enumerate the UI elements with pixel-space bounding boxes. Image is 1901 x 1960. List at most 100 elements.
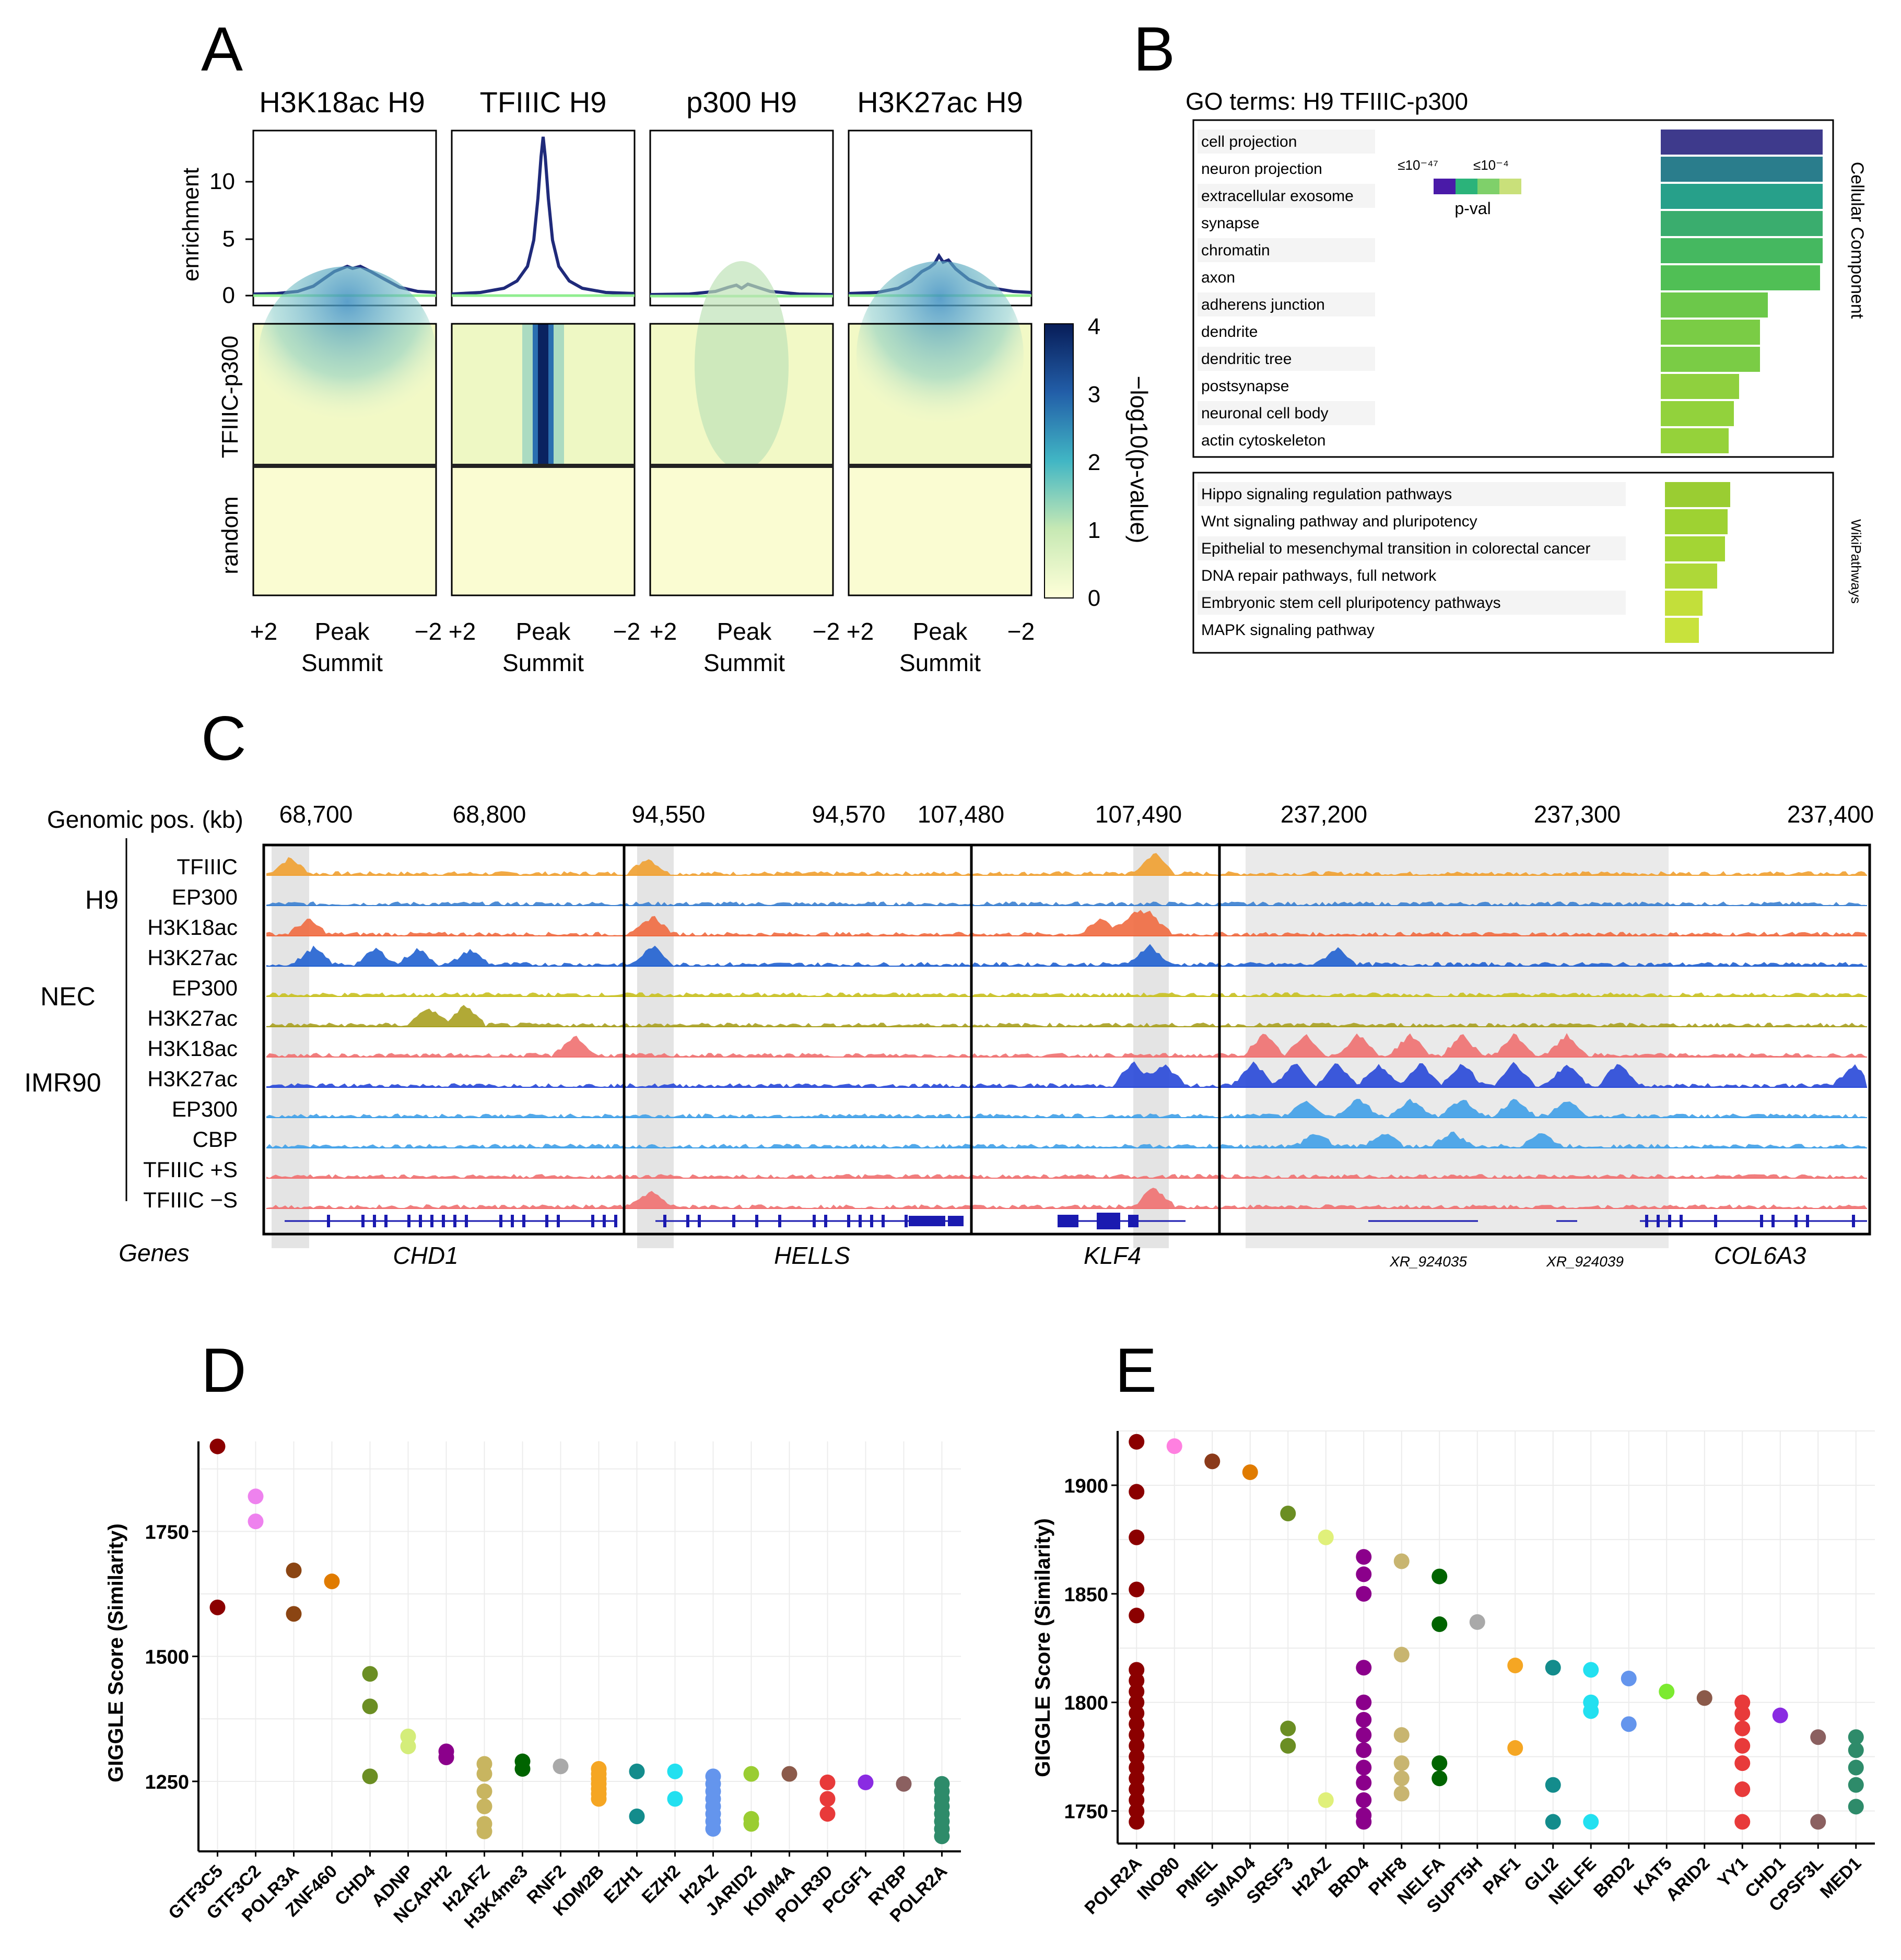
data-point bbox=[1129, 1484, 1145, 1500]
track-labels: TFIIIC EP300 H3K18ac H3K27ac EP300 H3K27ac H3K… bbox=[143, 854, 238, 1212]
exon bbox=[1771, 1215, 1775, 1227]
data-point bbox=[362, 1698, 378, 1715]
gene-models bbox=[285, 1213, 1867, 1229]
xtick-left: +2 bbox=[449, 618, 476, 645]
term-row-bg bbox=[1198, 564, 1626, 588]
data-point bbox=[476, 1798, 492, 1814]
ytick-label: 1850 bbox=[1064, 1584, 1108, 1606]
ytick-label: 1800 bbox=[1064, 1693, 1108, 1715]
data-point bbox=[1431, 1616, 1448, 1633]
data-point bbox=[1545, 1814, 1561, 1830]
data-point bbox=[1696, 1690, 1712, 1706]
exon bbox=[732, 1215, 735, 1227]
data-point bbox=[1393, 1770, 1410, 1787]
data-point bbox=[476, 1783, 492, 1800]
data-point bbox=[1129, 1683, 1145, 1699]
ytick-label: 5 bbox=[222, 226, 235, 252]
track-label: H3K18ac bbox=[147, 915, 238, 940]
data-point bbox=[1583, 1662, 1599, 1678]
go-bar bbox=[1661, 265, 1820, 290]
exon bbox=[361, 1215, 365, 1227]
term-row-bg bbox=[1198, 591, 1626, 615]
data-point bbox=[209, 1438, 226, 1454]
go-bar bbox=[1661, 292, 1768, 318]
go-term: chromatin bbox=[1201, 242, 1270, 259]
track-signal bbox=[266, 910, 1867, 936]
track-signal bbox=[266, 1005, 1867, 1027]
go-term: dendrite bbox=[1201, 323, 1258, 341]
data-point bbox=[1356, 1549, 1372, 1565]
exon bbox=[591, 1215, 594, 1227]
genomic-tick: 237,300 bbox=[1534, 801, 1621, 828]
exon bbox=[1668, 1215, 1671, 1227]
data-point bbox=[629, 1763, 645, 1779]
ytick-label: 10 bbox=[209, 169, 235, 194]
data-point bbox=[362, 1768, 378, 1785]
panel-e: GIGGLE Score (Similarity) 1900 1850 1800 17… bbox=[1031, 1430, 1875, 1918]
ytick-label: 1500 bbox=[145, 1647, 189, 1669]
track-signal bbox=[266, 1174, 1867, 1178]
exon bbox=[870, 1215, 873, 1227]
data-point bbox=[1734, 1738, 1751, 1754]
exon bbox=[430, 1215, 433, 1227]
exon bbox=[1714, 1215, 1717, 1227]
pathway-bar bbox=[1665, 536, 1725, 561]
exon bbox=[882, 1215, 885, 1227]
data-point bbox=[1734, 1755, 1751, 1771]
group-label: IMR90 bbox=[24, 1068, 101, 1097]
go-term: neuronal cell body bbox=[1201, 405, 1329, 422]
pathway-bar bbox=[1665, 509, 1728, 534]
data-point bbox=[819, 1791, 836, 1807]
data-point bbox=[819, 1806, 836, 1822]
exon bbox=[557, 1215, 560, 1227]
exon bbox=[384, 1215, 388, 1227]
data-point bbox=[1318, 1529, 1334, 1545]
category-label: POLR2A bbox=[1081, 1853, 1146, 1918]
exon bbox=[663, 1215, 666, 1227]
exon bbox=[813, 1215, 816, 1227]
data-point bbox=[591, 1791, 607, 1807]
profile-ylabel: enrichment bbox=[178, 168, 204, 281]
exon bbox=[1657, 1215, 1660, 1227]
pathway-bar bbox=[1665, 618, 1699, 643]
exon bbox=[859, 1215, 862, 1227]
data-point bbox=[1507, 1658, 1523, 1674]
data-point bbox=[1129, 1759, 1145, 1776]
xtick-summit: Summit bbox=[502, 649, 584, 676]
data-point bbox=[1734, 1781, 1751, 1798]
data-point bbox=[1356, 1712, 1372, 1728]
xtick-left: +2 bbox=[847, 618, 874, 645]
go-bar bbox=[1661, 347, 1760, 372]
xtick-left: +2 bbox=[250, 618, 277, 645]
go-bar bbox=[1661, 211, 1823, 236]
colorbar-tick: 1 bbox=[1088, 518, 1100, 543]
data-point bbox=[1393, 1727, 1410, 1743]
pathway-term: Epithelial to mesenchymal transition in … bbox=[1201, 540, 1590, 557]
heatmap-tfiiic bbox=[451, 323, 636, 596]
term-row-bg bbox=[1198, 238, 1375, 262]
term-row-bg bbox=[1198, 401, 1375, 425]
exon bbox=[465, 1215, 468, 1227]
data-point bbox=[1129, 1803, 1145, 1819]
exon bbox=[373, 1215, 376, 1227]
track-label: EP300 bbox=[172, 976, 238, 1000]
pathway-term: Hippo signaling regulation pathways bbox=[1201, 486, 1452, 503]
term-row-bg bbox=[1198, 320, 1375, 344]
ytick-label: 1900 bbox=[1064, 1475, 1108, 1497]
section-label: Cellular Component bbox=[1847, 162, 1867, 319]
data-point bbox=[1129, 1694, 1145, 1710]
xtick-peak: Peak bbox=[516, 618, 571, 645]
panel-letter-b: B bbox=[1133, 14, 1175, 84]
heatmap-h3k27ac bbox=[848, 261, 1032, 596]
heatmap-xaxis: +2 Peak Summit −2 +2 Peak Summit −2 +2 P… bbox=[250, 618, 1035, 676]
column-title: TFIIIC H9 bbox=[480, 86, 607, 119]
data-point bbox=[1734, 1720, 1751, 1736]
pathway-term: DNA repair pathways, full network bbox=[1201, 567, 1437, 584]
exon bbox=[698, 1215, 701, 1227]
highlight-region bbox=[272, 846, 309, 1248]
genomic-tick: 107,490 bbox=[1095, 801, 1182, 828]
section-label: WikiPathways bbox=[1848, 519, 1864, 604]
data-point bbox=[400, 1738, 416, 1754]
panel-letter-d: D bbox=[201, 1335, 247, 1405]
track-label: H3K27ac bbox=[147, 1066, 238, 1091]
